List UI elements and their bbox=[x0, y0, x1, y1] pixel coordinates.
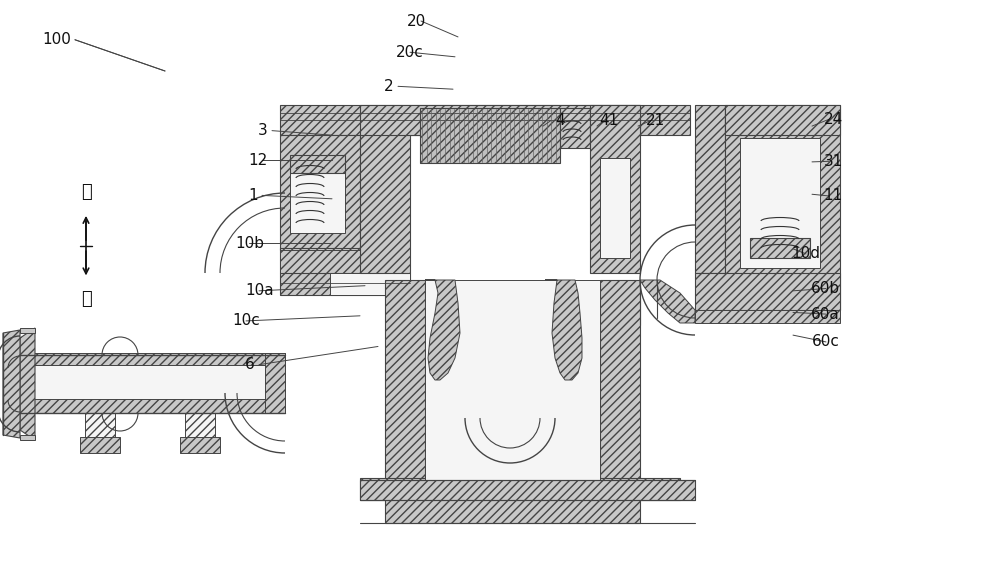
Text: 20c: 20c bbox=[396, 45, 424, 60]
Bar bbox=[280, 273, 410, 295]
Text: 2: 2 bbox=[384, 79, 394, 94]
Text: 10c: 10c bbox=[232, 314, 260, 328]
Bar bbox=[20, 328, 35, 333]
Bar bbox=[740, 138, 820, 268]
Bar bbox=[180, 437, 220, 453]
Polygon shape bbox=[280, 250, 360, 273]
Text: 6: 6 bbox=[245, 357, 255, 372]
Polygon shape bbox=[695, 310, 840, 323]
Text: 10d: 10d bbox=[791, 247, 820, 261]
Text: 4: 4 bbox=[555, 113, 565, 128]
Bar bbox=[280, 248, 380, 273]
Text: 10b: 10b bbox=[235, 236, 264, 250]
Bar bbox=[330, 273, 410, 295]
Text: 60c: 60c bbox=[812, 335, 840, 349]
Polygon shape bbox=[265, 353, 285, 413]
Bar bbox=[385, 280, 425, 480]
Bar bbox=[420, 108, 560, 163]
Bar bbox=[560, 108, 590, 148]
Polygon shape bbox=[20, 328, 35, 440]
Bar bbox=[360, 105, 640, 135]
Bar bbox=[20, 435, 35, 440]
Text: 12: 12 bbox=[248, 153, 267, 168]
Text: 1: 1 bbox=[248, 188, 258, 203]
Bar bbox=[20, 365, 285, 400]
Polygon shape bbox=[545, 280, 582, 380]
Bar bbox=[280, 135, 360, 250]
Text: 31: 31 bbox=[824, 154, 843, 169]
Bar bbox=[290, 163, 345, 233]
Bar bbox=[290, 155, 345, 173]
Text: 60a: 60a bbox=[811, 307, 840, 321]
Text: 11: 11 bbox=[824, 189, 843, 203]
Bar bbox=[425, 280, 600, 480]
Polygon shape bbox=[425, 280, 460, 380]
Polygon shape bbox=[640, 280, 695, 323]
Bar bbox=[385, 498, 640, 523]
Bar bbox=[185, 413, 215, 438]
Text: 100: 100 bbox=[42, 32, 71, 47]
Text: 下: 下 bbox=[81, 290, 91, 308]
Bar bbox=[600, 158, 630, 258]
Bar bbox=[20, 399, 285, 413]
Text: 上: 上 bbox=[81, 183, 91, 201]
Bar bbox=[360, 478, 680, 500]
Text: 24: 24 bbox=[824, 112, 843, 127]
Bar bbox=[590, 105, 640, 273]
Bar bbox=[600, 280, 640, 480]
Bar bbox=[725, 105, 840, 135]
Bar bbox=[280, 105, 690, 135]
Bar bbox=[85, 413, 115, 438]
Bar bbox=[725, 105, 840, 310]
Text: 41: 41 bbox=[599, 113, 618, 128]
Bar bbox=[695, 105, 725, 273]
Text: 60b: 60b bbox=[811, 281, 840, 296]
Bar bbox=[750, 238, 810, 258]
Bar bbox=[20, 353, 285, 365]
Bar bbox=[695, 273, 840, 310]
Bar bbox=[360, 480, 695, 500]
Text: 20: 20 bbox=[407, 14, 426, 28]
Text: 10a: 10a bbox=[245, 283, 274, 298]
Text: 21: 21 bbox=[646, 113, 665, 128]
Bar bbox=[360, 133, 410, 273]
Text: 3: 3 bbox=[258, 123, 268, 138]
Bar bbox=[80, 437, 120, 453]
Polygon shape bbox=[3, 330, 20, 438]
